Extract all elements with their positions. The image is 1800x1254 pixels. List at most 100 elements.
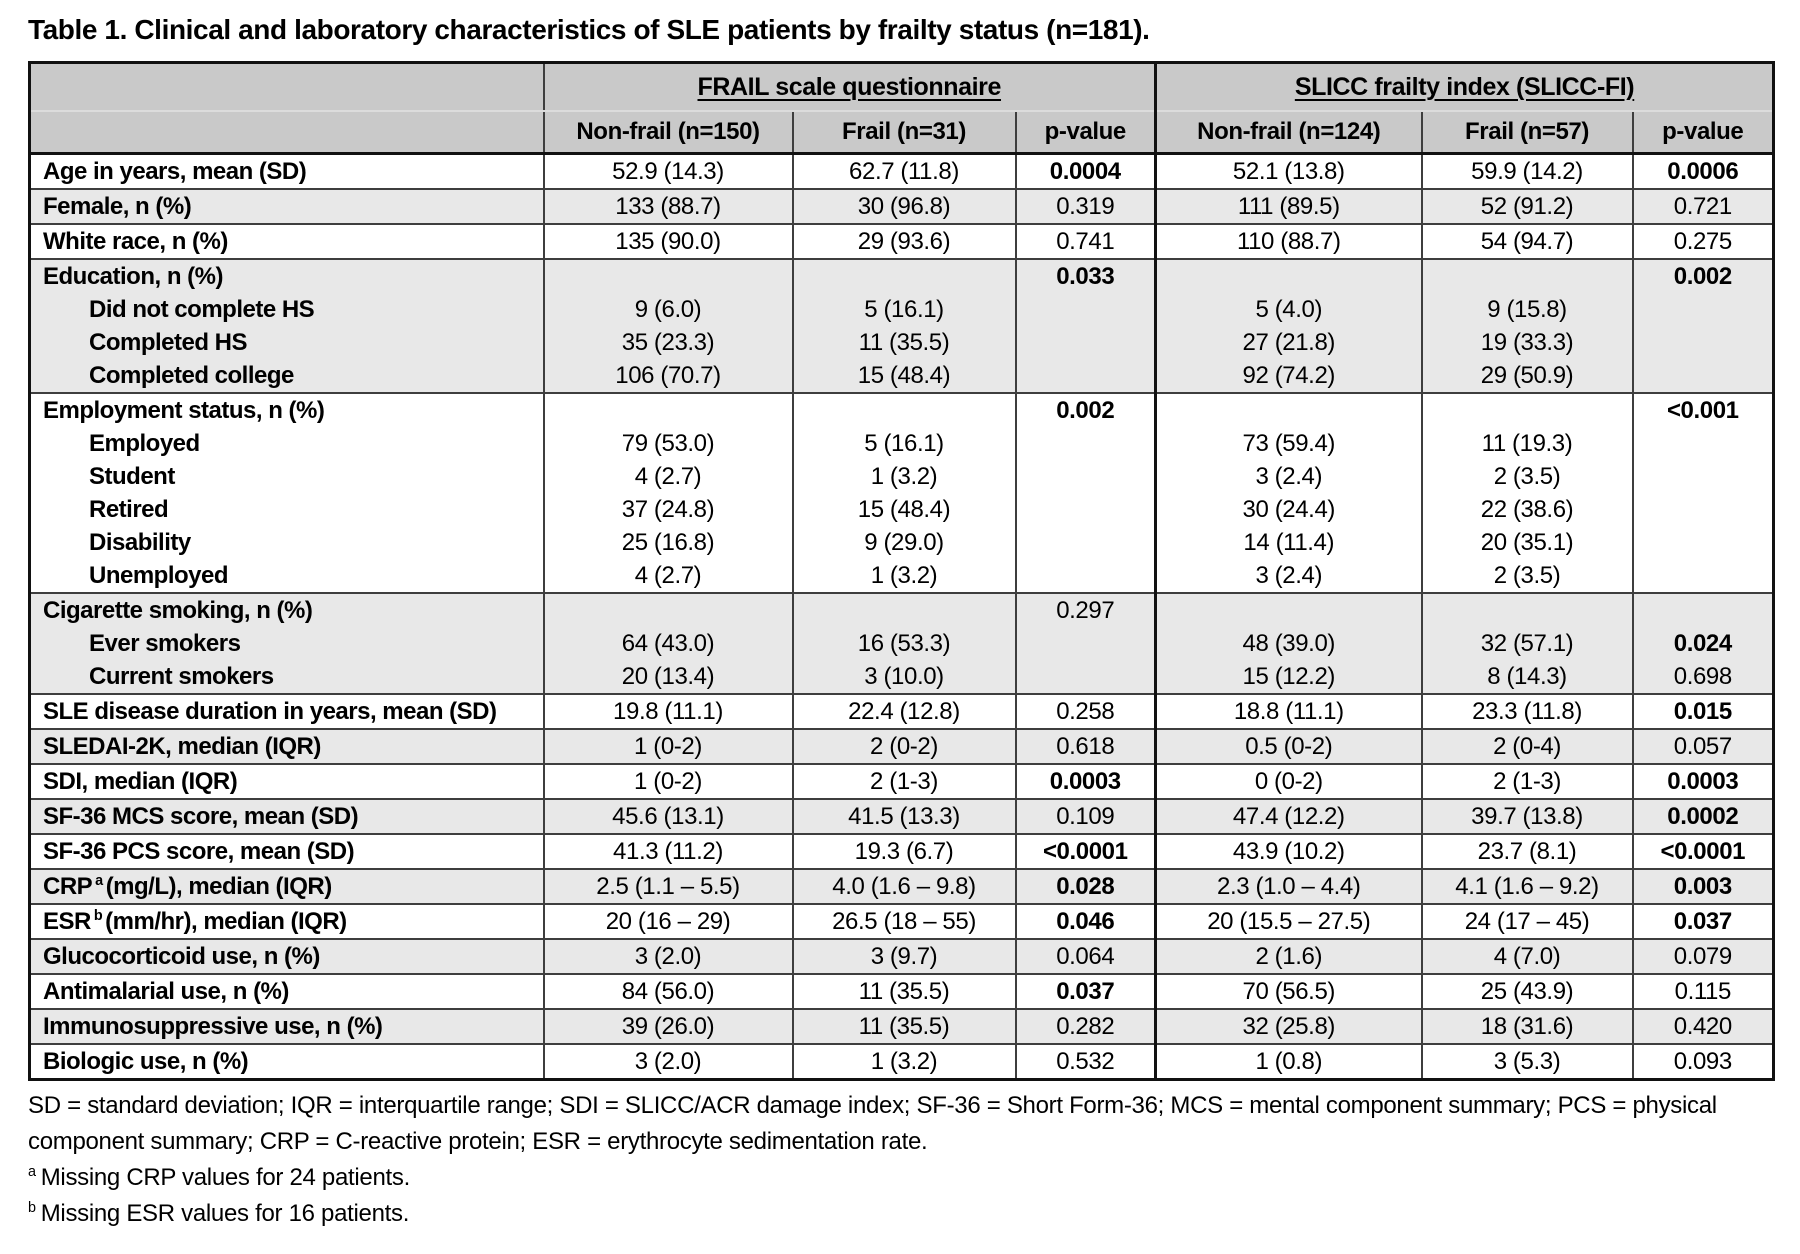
table-row: SLE disease duration in years, mean (SD)…: [28, 693, 1775, 730]
data-cell: 1 (3.2): [791, 1043, 1017, 1081]
row-label: Biologic use, n (%): [43, 1048, 249, 1075]
data-cell: 41.5 (13.3): [791, 798, 1017, 835]
cell-value: 64 (43.0): [621, 630, 715, 657]
cell-value: 18 (31.6): [1480, 1013, 1574, 1040]
cell-value: 52.9 (14.3): [612, 158, 724, 185]
row-sublabel: Employed: [89, 430, 200, 457]
group-header-slicc-label: SLICC frailty index (SLICC-FI): [1294, 72, 1635, 101]
cell-value: [1634, 293, 1773, 326]
cell-value: 2 (0-4): [1493, 733, 1561, 760]
footnote-b-marker: b: [28, 1200, 36, 1216]
table-row: SF-36 MCS score, mean (SD) 45.6 (13.1) 41.…: [28, 798, 1775, 835]
data-cell: 1 (0-2): [542, 728, 794, 765]
cell-value: 0.0003: [1049, 768, 1121, 795]
data-cell: 0.420: [1631, 1008, 1775, 1045]
cell-value: 0.0004: [1049, 158, 1121, 185]
data-cell: <0.0001: [1631, 833, 1775, 870]
corner-cell-bottom: [28, 110, 545, 155]
data-cell: 0.0002: [1631, 798, 1775, 835]
data-cell: 73 (59.4) 3 (2.4) 30 (24.4) 14 (11.4) 3 (2.4…: [1154, 392, 1423, 594]
data-cell: 62.7 (11.8): [791, 152, 1017, 190]
cell-value: 0.064: [1056, 943, 1115, 970]
cell-value: [794, 394, 1015, 427]
cell-value: 0.282: [1056, 1013, 1115, 1040]
cell-value: 4 (7.0): [1493, 943, 1561, 970]
data-cell: 79 (53.0) 4 (2.7) 37 (24.8) 25 (16.8) 4 (2.7…: [542, 392, 794, 594]
cell-value: 47.4 (12.2): [1232, 803, 1345, 830]
row-label: CRP a (mg/L), median (IQR): [43, 873, 332, 900]
cell-value: [794, 594, 1015, 627]
row-label-cell: SLE disease duration in years, mean (SD): [28, 693, 545, 730]
data-cell: 32 (57.1) 8 (14.3): [1420, 592, 1634, 695]
cell-value: 32 (25.8): [1242, 1013, 1336, 1040]
cell-value: [1017, 493, 1155, 526]
data-cell: 41.3 (11.2): [542, 833, 794, 870]
row-sublabel: Ever smokers: [89, 630, 241, 657]
data-cell: 23.3 (11.8): [1420, 693, 1634, 730]
data-cell: 0.109: [1014, 798, 1158, 835]
cell-value: 20 (35.1): [1480, 529, 1574, 556]
row-label-cell: CRP a (mg/L), median (IQR): [28, 868, 545, 905]
data-cell: 2 (0-2): [791, 728, 1017, 765]
data-cell: 0.0003: [1014, 763, 1158, 800]
data-cell: 0.046: [1014, 903, 1158, 940]
cell-value: 5 (16.1): [864, 430, 944, 457]
cell-value: <0.0001: [1042, 838, 1128, 865]
data-cell: 2.5 (1.1 – 5.5): [542, 868, 794, 905]
row-label-cell: SDI, median (IQR): [28, 763, 545, 800]
row-label-cell: Employment status, n (%) Employed Student R…: [28, 392, 545, 594]
row-sublabel: Disability: [89, 529, 191, 556]
cell-value: [1157, 394, 1421, 427]
data-cell: 19.8 (11.1): [542, 693, 794, 730]
cell-value: 0.037: [1673, 908, 1732, 935]
cell-value: 9 (15.8): [1487, 296, 1567, 323]
data-cell: 52 (91.2): [1420, 188, 1634, 225]
data-cell: 0.002: [1631, 258, 1775, 394]
cell-value: 29 (93.6): [857, 228, 951, 255]
data-cell: 133 (88.7): [542, 188, 794, 225]
corner-cell: [28, 61, 545, 112]
footnote-marker: a: [95, 873, 103, 889]
cell-value: 0.002: [1673, 263, 1732, 290]
cell-value: 110 (88.7): [1236, 228, 1341, 255]
data-cell: 84 (56.0): [542, 973, 794, 1010]
cell-value: 19.8 (11.1): [613, 698, 723, 725]
data-cell: 0.115: [1631, 973, 1775, 1010]
cell-value: 4.0 (1.6 – 9.8): [832, 873, 976, 900]
cell-value: 8 (14.3): [1487, 663, 1567, 690]
row-label-cell: SF-36 PCS score, mean (SD): [28, 833, 545, 870]
data-cell: 4 (7.0): [1420, 938, 1634, 975]
cell-value: 20 (15.5 – 27.5): [1207, 908, 1371, 935]
cell-value: 9 (29.0): [864, 529, 944, 556]
data-cell: 59.9 (14.2): [1420, 152, 1634, 190]
cell-value: 135 (90.0): [615, 228, 721, 255]
cell-value: 11 (35.5): [858, 1013, 950, 1040]
cell-value: 1 (0-2): [634, 768, 702, 795]
data-cell: 5 (16.1) 11 (35.5) 15 (48.4): [791, 258, 1017, 394]
data-cell: 43.9 (10.2): [1154, 833, 1423, 870]
cell-value: 2.3 (1.0 – 4.4): [1217, 873, 1361, 900]
row-label-cell: Immunosuppressive use, n (%): [28, 1008, 545, 1045]
cell-value: 3 (2.4): [1255, 562, 1323, 589]
table-row: SLEDAI-2K, median (IQR) 1 (0-2) 2 (0-2) 0.6…: [28, 728, 1775, 765]
footnotes: SD = standard deviation; IQR = interquar…: [28, 1088, 1772, 1232]
row-label-cell: Age in years, mean (SD): [28, 152, 545, 190]
row-label: Antimalarial use, n (%): [43, 978, 289, 1005]
row-label: SF-36 MCS score, mean (SD): [43, 803, 359, 830]
row-label: SF-36 PCS score, mean (SD): [43, 838, 355, 865]
cell-value: 0.721: [1673, 193, 1732, 220]
table-row: Glucocorticoid use, n (%) 3 (2.0) 3 (9.7) 0…: [28, 938, 1775, 975]
cell-value: 2.5 (1.1 – 5.5): [596, 873, 740, 900]
cell-value: 0.015: [1673, 698, 1732, 725]
data-cell: 1 (0.8): [1154, 1043, 1423, 1081]
cell-value: 52 (91.2): [1480, 193, 1574, 220]
cell-value: 0.0006: [1667, 158, 1739, 185]
data-cell: 11 (35.5): [791, 973, 1017, 1010]
table-row: CRP a (mg/L), median (IQR) 2.5 (1.1 – 5.5) 4…: [28, 868, 1775, 905]
table-row: Biologic use, n (%) 3 (2.0) 1 (3.2) 0.532 1 …: [28, 1043, 1775, 1081]
data-cell: 4.1 (1.6 – 9.2): [1420, 868, 1634, 905]
table-row: SF-36 PCS score, mean (SD) 41.3 (11.2) 19.…: [28, 833, 1775, 870]
row-label-cell: SLEDAI-2K, median (IQR): [28, 728, 545, 765]
table-row: White race, n (%) 135 (90.0) 29 (93.6) 0.74…: [28, 223, 1775, 260]
table-row: Cigarette smoking, n (%) Ever smokers Curr…: [28, 592, 1775, 695]
